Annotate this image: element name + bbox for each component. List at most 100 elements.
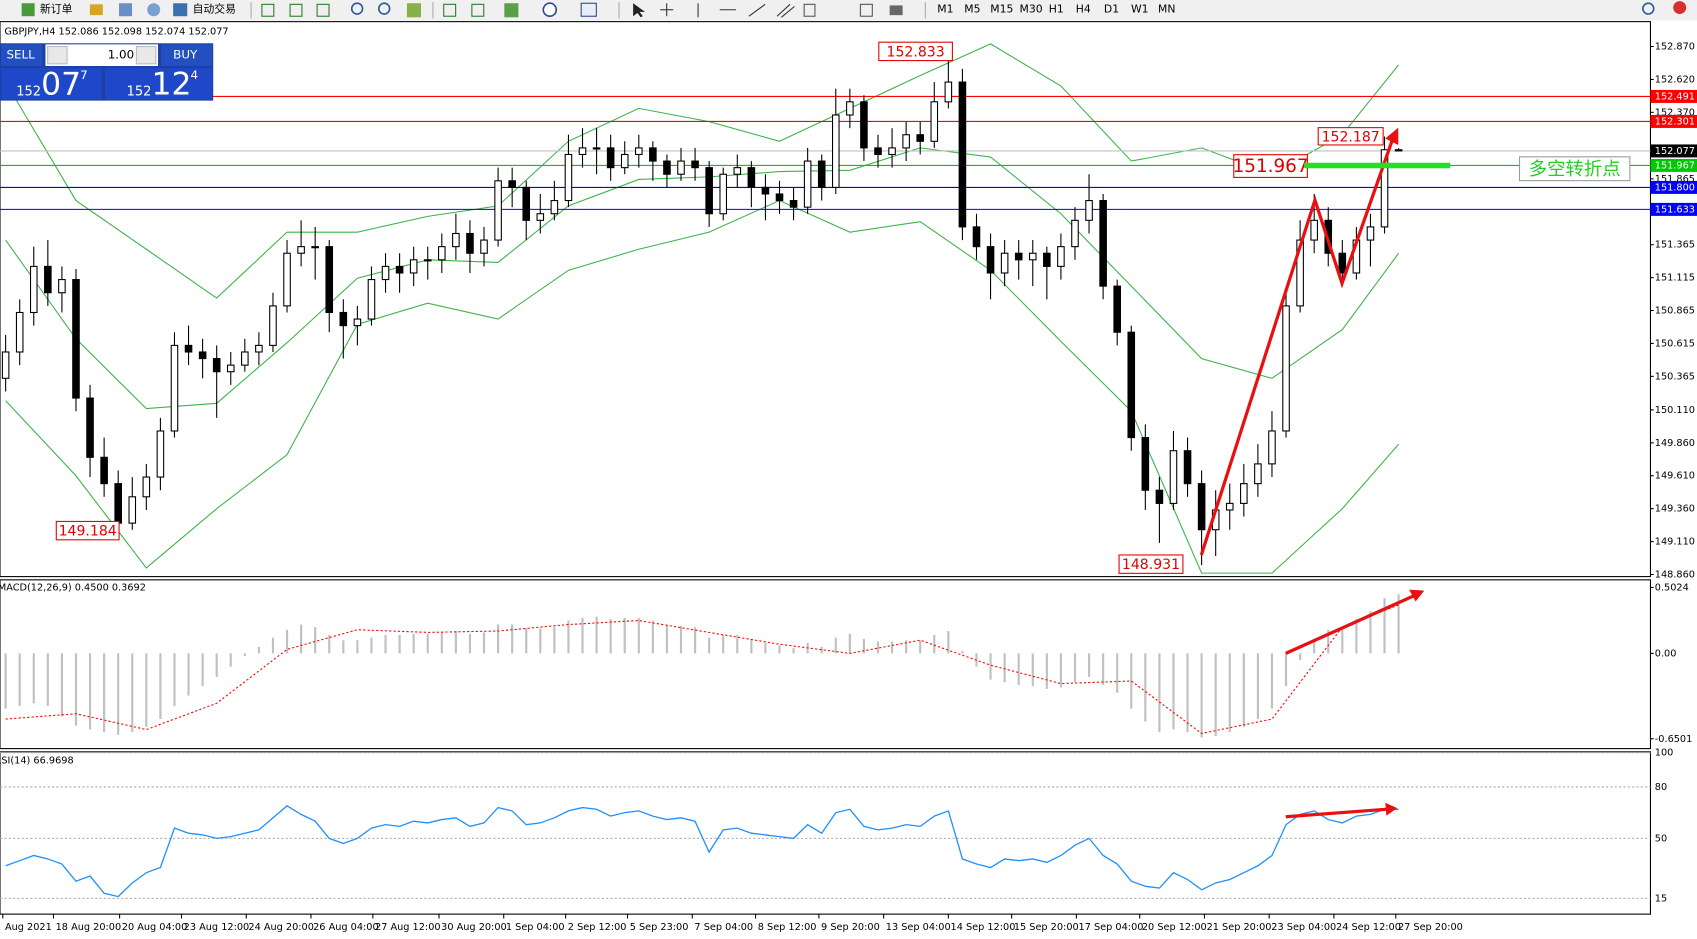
annotation-box — [1518, 156, 1631, 182]
candle-body — [1296, 239, 1304, 307]
zoom-in-icon[interactable] — [350, 2, 364, 15]
x-tick-label: 26 Aug 04:00 — [313, 922, 379, 933]
cursor-icon[interactable] — [633, 3, 646, 18]
new-order-icon[interactable] — [21, 3, 35, 17]
channel-icon[interactable] — [781, 6, 795, 18]
candle-body — [198, 351, 207, 360]
rsi-line — [5, 805, 1399, 898]
auto-trade-button[interactable]: 自动交易 — [193, 2, 236, 16]
x-tick-label: 20 Aug 04:00 — [122, 922, 188, 933]
tool-icon[interactable] — [471, 3, 485, 17]
x-tick-label: 18 Aug 20:00 — [56, 922, 122, 933]
level-tag — [1650, 180, 1697, 194]
candle-body — [114, 483, 122, 524]
candle-body — [1155, 489, 1164, 504]
candle-body — [480, 239, 488, 254]
y-tick-label: 149.360 — [1655, 504, 1695, 515]
level-label: 152.301 — [1655, 116, 1695, 127]
candle-body — [564, 153, 573, 202]
timeframe-button[interactable]: H4 — [1076, 3, 1091, 16]
lot-increase[interactable] — [135, 45, 157, 65]
candle-body — [395, 265, 404, 274]
one-click-trading: SELL 1.00 BUY 152 07 7 152 12 4 — [0, 43, 214, 102]
y-tick-label: 80 — [1655, 782, 1667, 793]
tool-icon[interactable] — [443, 3, 457, 17]
fibo-icon[interactable] — [803, 3, 816, 17]
timeframe-button[interactable]: M5 — [964, 3, 980, 16]
candle-body — [1183, 450, 1192, 485]
buy-price-main: 12 — [152, 66, 192, 102]
candle-body — [283, 252, 291, 307]
template-icon[interactable] — [580, 2, 597, 17]
candle-body — [100, 456, 108, 485]
y-tick-label: 150.110 — [1655, 405, 1695, 416]
timeframe-button[interactable]: H1 — [1049, 3, 1064, 16]
timeframe-button[interactable]: D1 — [1104, 3, 1119, 16]
tool-icon[interactable] — [147, 3, 161, 17]
candle-body — [1366, 226, 1375, 241]
tool-icon[interactable] — [316, 3, 330, 17]
new-order-button[interactable]: 新订单 — [40, 2, 73, 16]
candle-body — [1000, 252, 1009, 274]
tool-icon[interactable] — [261, 3, 275, 17]
buy-button[interactable] — [161, 44, 213, 66]
candle-body — [1099, 200, 1107, 287]
tool-icon[interactable] — [119, 3, 133, 17]
lot-value[interactable]: 1.00 — [108, 48, 134, 62]
y-tick-label: 150.865 — [1655, 306, 1695, 317]
arrow-head — [1385, 127, 1399, 145]
auto-trade-icon[interactable] — [173, 3, 188, 17]
arrows-icon[interactable] — [889, 5, 903, 16]
candle-body — [1, 351, 10, 379]
channel-icon[interactable] — [776, 3, 791, 17]
sell-price-box[interactable] — [1, 68, 102, 100]
buy-label[interactable]: BUY — [173, 48, 198, 62]
candle-body — [846, 101, 854, 116]
search-icon[interactable] — [1642, 2, 1655, 15]
lot-decrease[interactable] — [47, 45, 68, 65]
annotation: 149.184 — [59, 524, 117, 540]
x-tick-label: 7 Sep 04:00 — [694, 922, 753, 933]
tool-icon[interactable] — [406, 3, 422, 18]
candle-body — [255, 344, 263, 353]
level-label: 152.491 — [1655, 91, 1695, 102]
x-tick-label: 5 Sep 23:00 — [630, 922, 689, 933]
x-tick-label: 2 Sep 12:00 — [568, 922, 627, 933]
lot-field[interactable] — [45, 44, 159, 66]
indicator-icon[interactable] — [504, 3, 519, 18]
timeframe-button[interactable]: MN — [1158, 3, 1175, 16]
sell-button[interactable] — [1, 44, 43, 66]
candle-body — [423, 259, 432, 262]
candle-body — [620, 153, 629, 169]
candle-body — [1380, 149, 1389, 228]
y-tick-label: 152.370 — [1655, 107, 1695, 118]
notification-badge[interactable] — [1673, 1, 1687, 15]
x-tick-label: 30 Aug 20:00 — [441, 922, 507, 933]
period-icon[interactable] — [542, 2, 558, 18]
y-tick-label: 149.860 — [1655, 438, 1695, 449]
y-tick-label: 150.365 — [1655, 371, 1695, 382]
candle-body — [775, 193, 784, 202]
sell-price-big: 152 — [16, 84, 41, 99]
zoom-out-icon[interactable] — [377, 2, 391, 15]
level-tag — [1650, 114, 1697, 128]
buy-price-box[interactable] — [104, 68, 213, 100]
timeframe-button[interactable]: M1 — [937, 3, 953, 16]
label-icon[interactable] — [859, 3, 873, 17]
candle-body — [972, 226, 981, 248]
tool-icon[interactable] — [89, 4, 103, 16]
tool-icon[interactable] — [289, 3, 303, 17]
timeframe-button[interactable]: M30 — [1019, 3, 1042, 16]
sell-label[interactable]: SELL — [6, 48, 35, 62]
timeframe-button[interactable]: M15 — [990, 3, 1013, 16]
timeframe-button[interactable]: W1 — [1131, 3, 1149, 16]
x-tick-label: Aug 2021 — [5, 922, 52, 933]
candle-body — [1028, 252, 1037, 261]
x-tick-label: 13 Sep 04:00 — [886, 922, 951, 933]
candle-body — [1057, 246, 1065, 267]
trendline-icon[interactable] — [748, 3, 766, 17]
buy-price-sup: 4 — [190, 68, 198, 82]
candle-body — [649, 147, 657, 162]
level-tag — [1650, 158, 1697, 172]
red-arrow — [1285, 593, 1417, 655]
